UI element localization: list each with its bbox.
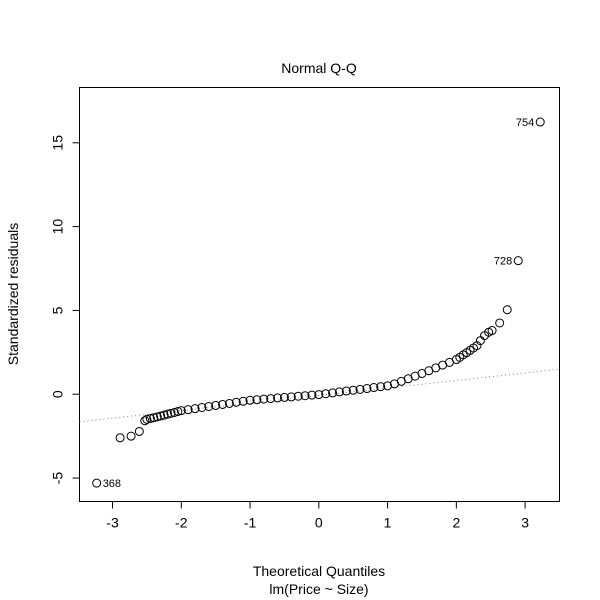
data-point [362, 384, 372, 394]
y-axis: -5 0 5 10 15 [50, 135, 80, 484]
data-point [300, 391, 310, 401]
data-point [149, 413, 159, 423]
data-point [173, 406, 183, 416]
data-point [314, 390, 324, 400]
annotations: 754 728 368 [103, 117, 535, 490]
data-point [126, 431, 136, 441]
plot-frame [79, 87, 560, 502]
data-point [355, 384, 365, 394]
x-tick-label: -3 [106, 515, 119, 531]
data-point [204, 401, 214, 411]
data-point [183, 405, 193, 415]
data-point [328, 388, 338, 398]
data-point [286, 392, 296, 402]
data-point [190, 404, 200, 414]
x-tick-label: 3 [521, 515, 529, 531]
data-point [279, 392, 289, 402]
data-point [341, 386, 351, 396]
y-tick-label: 15 [50, 135, 66, 151]
data-point [376, 382, 386, 392]
y-tick-label: 5 [50, 306, 66, 314]
data-point [348, 385, 358, 395]
data-point [321, 389, 331, 399]
data-point [218, 399, 228, 409]
point-label: 728 [494, 256, 512, 268]
data-point [211, 400, 221, 410]
data-point [197, 402, 207, 412]
points [92, 117, 545, 488]
x-axis-label: Theoretical Quantiles [253, 563, 385, 579]
data-point [487, 326, 497, 336]
data-point [369, 383, 379, 393]
data-point [231, 397, 241, 407]
data-point [92, 478, 102, 488]
point-label: 368 [103, 478, 121, 490]
data-point [307, 390, 317, 400]
data-point [134, 426, 144, 436]
data-point [156, 411, 166, 421]
y-tick-label: -5 [50, 472, 66, 485]
data-point [224, 398, 234, 408]
x-tick-label: 1 [384, 515, 392, 531]
data-point [176, 406, 186, 416]
data-point [152, 412, 162, 422]
data-point [293, 391, 303, 401]
data-point [166, 408, 176, 418]
data-point [140, 416, 150, 426]
data-point [159, 410, 169, 420]
x-tick-label: -2 [175, 515, 188, 531]
data-point [238, 396, 248, 406]
x-axis: -3 -2 -1 0 1 2 3 [106, 501, 529, 531]
data-point [142, 414, 152, 424]
data-point [163, 409, 173, 419]
chart-title: Normal Q-Q [281, 60, 357, 76]
data-point [273, 393, 283, 403]
data-point [245, 395, 255, 405]
data-point [383, 381, 393, 391]
data-point [266, 394, 276, 404]
y-tick-label: 0 [50, 390, 66, 398]
x-tick-label: -1 [244, 515, 257, 531]
x-tick-label: 0 [315, 515, 323, 531]
x-tick-label: 2 [452, 515, 460, 531]
y-axis-label: Standardized residuals [5, 223, 21, 365]
data-point [169, 407, 179, 417]
data-point [252, 395, 262, 405]
y-tick-label: 10 [50, 219, 66, 235]
data-point [535, 117, 545, 127]
data-point [259, 394, 269, 404]
data-point [495, 318, 505, 328]
data-point [513, 256, 523, 266]
data-point [145, 414, 155, 424]
data-point [115, 433, 125, 443]
data-point [334, 387, 344, 397]
x-axis-subtitle: lm(Price ~ Size) [269, 581, 368, 597]
data-point [502, 305, 512, 315]
point-label: 754 [516, 117, 534, 129]
